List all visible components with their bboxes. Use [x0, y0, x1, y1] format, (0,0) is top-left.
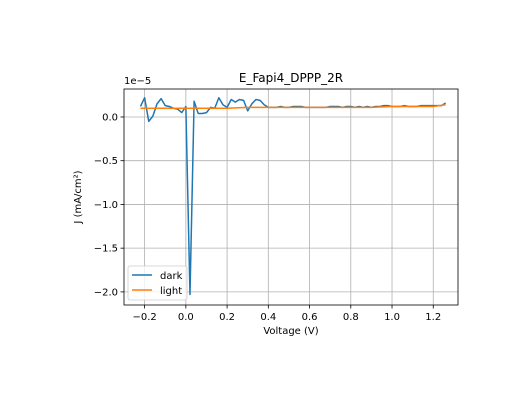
- y-tick-label: −2.0: [94, 287, 118, 298]
- x-tick-label: 0.8: [343, 312, 359, 323]
- y-tick-label: −0.5: [94, 156, 118, 167]
- y-tick-label: −1.5: [94, 244, 118, 255]
- legend-label-light: light: [160, 286, 182, 297]
- plot-frame: [123, 88, 459, 306]
- y-tick-label: −1.0: [94, 200, 118, 211]
- legend: dark light: [127, 265, 188, 301]
- chart-title: E_Fapi4_DPPP_2R: [239, 71, 343, 85]
- series-line-light: [140, 103, 446, 109]
- y-axis-label: J (mA/cm²): [73, 170, 84, 224]
- x-tick-label: −0.2: [132, 312, 156, 323]
- x-tick-label: 0.0: [178, 312, 194, 323]
- x-tick-label: 0.4: [260, 312, 276, 323]
- x-axis-label: Voltage (V): [263, 326, 318, 337]
- x-tick-label: 0.6: [302, 312, 318, 323]
- x-tick-label: 1.0: [384, 312, 400, 323]
- y-tick-label: 0.0: [102, 112, 118, 123]
- x-tick-label: 1.2: [425, 312, 441, 323]
- series-layer: [139, 96, 447, 296]
- grid: [124, 89, 458, 305]
- x-axis: −0.2 0.0 0.2 0.4 0.6 0.8 1.0 1.2: [132, 305, 441, 323]
- y-offset-label: 1e−5: [124, 76, 151, 87]
- x-tick-label: 0.2: [219, 312, 235, 323]
- y-axis: 0.0 −0.5 −1.0 −1.5 −2.0: [94, 112, 124, 298]
- legend-label-dark: dark: [160, 271, 183, 282]
